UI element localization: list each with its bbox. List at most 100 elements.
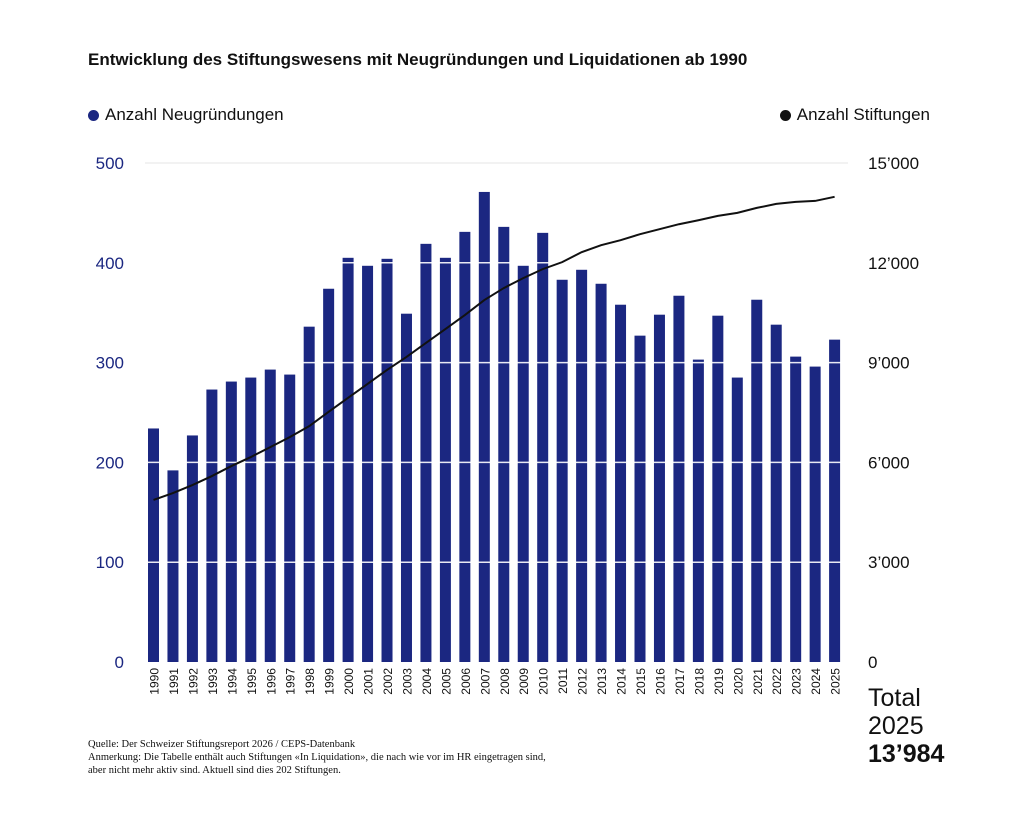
bar <box>712 315 724 662</box>
chart-title: Entwicklung des Stiftungswesens mit Neug… <box>88 50 748 69</box>
footnote-source: Quelle: Der Schweizer Stiftungsreport 20… <box>88 739 356 750</box>
x-tick-label: 2015 <box>634 668 648 695</box>
x-tick-label: 2016 <box>653 668 667 695</box>
x-tick-label: 2009 <box>517 668 531 695</box>
bar <box>498 226 510 662</box>
x-tick-label: 2020 <box>731 668 745 695</box>
bar <box>556 279 568 662</box>
x-tick-label: 2007 <box>478 668 492 695</box>
x-tick-label: 1991 <box>167 668 181 695</box>
bar <box>731 377 743 662</box>
bar <box>576 269 588 662</box>
bar <box>245 377 257 662</box>
x-tick-label: 2012 <box>576 668 590 695</box>
bar <box>225 381 237 662</box>
bar <box>148 428 159 662</box>
left-tick-label: 0 <box>115 653 124 672</box>
x-tick-label: 2023 <box>790 668 804 695</box>
x-tick-label: 2000 <box>342 668 356 695</box>
x-tick-label: 2001 <box>362 668 376 695</box>
left-tick-label: 400 <box>96 254 124 273</box>
x-tick-label: 2010 <box>537 668 551 695</box>
x-tick-label: 2025 <box>829 668 843 695</box>
right-tick-label: 3’000 <box>868 553 910 572</box>
bar <box>770 324 782 662</box>
x-tick-label: 2021 <box>751 668 765 695</box>
x-tick-label: 2019 <box>712 668 726 695</box>
right-tick-label: 9’000 <box>868 354 910 373</box>
bar <box>478 191 490 662</box>
legend-label: Anzahl Neugründungen <box>105 105 284 124</box>
x-tick-label: 2011 <box>556 668 570 694</box>
left-tick-label: 500 <box>96 154 124 173</box>
bar <box>284 374 296 662</box>
left-tick-label: 100 <box>96 553 124 572</box>
x-tick-label: 2017 <box>673 668 687 695</box>
x-tick-label: 1998 <box>303 668 317 695</box>
legend-stiftungen: Anzahl Stiftungen <box>779 105 930 125</box>
x-tick-label: 1994 <box>225 668 239 695</box>
x-tick-label: 2006 <box>459 668 473 695</box>
x-tick-label: 1999 <box>323 668 337 695</box>
total-label: Total <box>868 684 921 712</box>
bar <box>595 283 607 662</box>
x-tick-label: 2003 <box>400 668 414 695</box>
bar <box>751 299 763 662</box>
right-tick-label: 6’000 <box>868 453 910 472</box>
right-tick-label: 15’000 <box>868 154 919 173</box>
bar <box>420 243 432 662</box>
bar <box>790 356 802 662</box>
bar <box>634 335 646 662</box>
footnote: Quelle: Der Schweizer Stiftungsreport 20… <box>88 738 546 777</box>
x-tick-label: 2014 <box>615 668 629 695</box>
bar <box>342 257 354 662</box>
x-tick-label: 2022 <box>770 668 784 695</box>
x-tick-label: 1993 <box>206 668 220 695</box>
left-tick-label: 300 <box>96 354 124 373</box>
bar <box>537 232 549 663</box>
footnote-note: Anmerkung: Die Tabelle enthält auch Stif… <box>88 752 546 763</box>
bar <box>615 304 627 662</box>
footnote-note: aber nicht mehr aktiv sind. Aktuell sind… <box>88 765 341 776</box>
bar <box>400 313 412 662</box>
bar <box>323 288 335 662</box>
x-tick-label: 2024 <box>809 668 823 695</box>
x-tick-label: 1992 <box>186 668 200 695</box>
total-box: Total 2025 13’984 <box>868 684 944 768</box>
legend-dot-icon <box>779 109 791 121</box>
bar <box>362 265 374 662</box>
left-tick-label: 200 <box>96 453 124 472</box>
line-anzahl-stiftungen <box>153 195 835 501</box>
x-tick-label: 1996 <box>264 668 278 695</box>
x-tick-label: 2013 <box>595 668 609 695</box>
total-value: 13’984 <box>868 740 945 768</box>
x-tick-label: 2002 <box>381 668 395 695</box>
x-tick-label: 2005 <box>439 668 453 695</box>
bar <box>264 369 276 662</box>
right-tick-label: 0 <box>868 653 877 672</box>
bar <box>517 265 529 662</box>
total-year: 2025 <box>868 712 924 740</box>
bar <box>809 366 821 662</box>
bar <box>459 231 471 662</box>
bar <box>167 470 179 662</box>
bar <box>439 257 451 662</box>
right-tick-label: 12’000 <box>868 254 919 273</box>
bar <box>381 258 393 662</box>
x-tick-label: 1990 <box>148 668 162 695</box>
legend-neugruendungen: Anzahl Neugründungen <box>88 105 284 125</box>
x-tick-label: 2008 <box>498 668 512 695</box>
x-tick-label: 1995 <box>245 668 259 695</box>
bar <box>829 339 841 662</box>
legend-label: Anzahl Stiftungen <box>796 105 930 124</box>
bar <box>653 314 665 662</box>
x-tick-label: 2018 <box>692 668 706 695</box>
bar <box>206 389 218 662</box>
x-tick-label: 1997 <box>284 668 298 695</box>
bar <box>186 435 198 662</box>
bar <box>692 359 704 662</box>
legend-dot-icon <box>88 109 99 121</box>
x-tick-label: 2004 <box>420 668 434 695</box>
